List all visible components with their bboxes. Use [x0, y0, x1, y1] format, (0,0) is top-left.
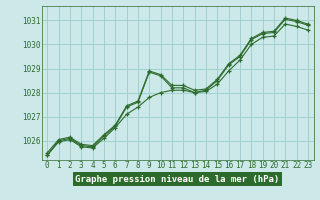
X-axis label: Graphe pression niveau de la mer (hPa): Graphe pression niveau de la mer (hPa) — [76, 175, 280, 184]
